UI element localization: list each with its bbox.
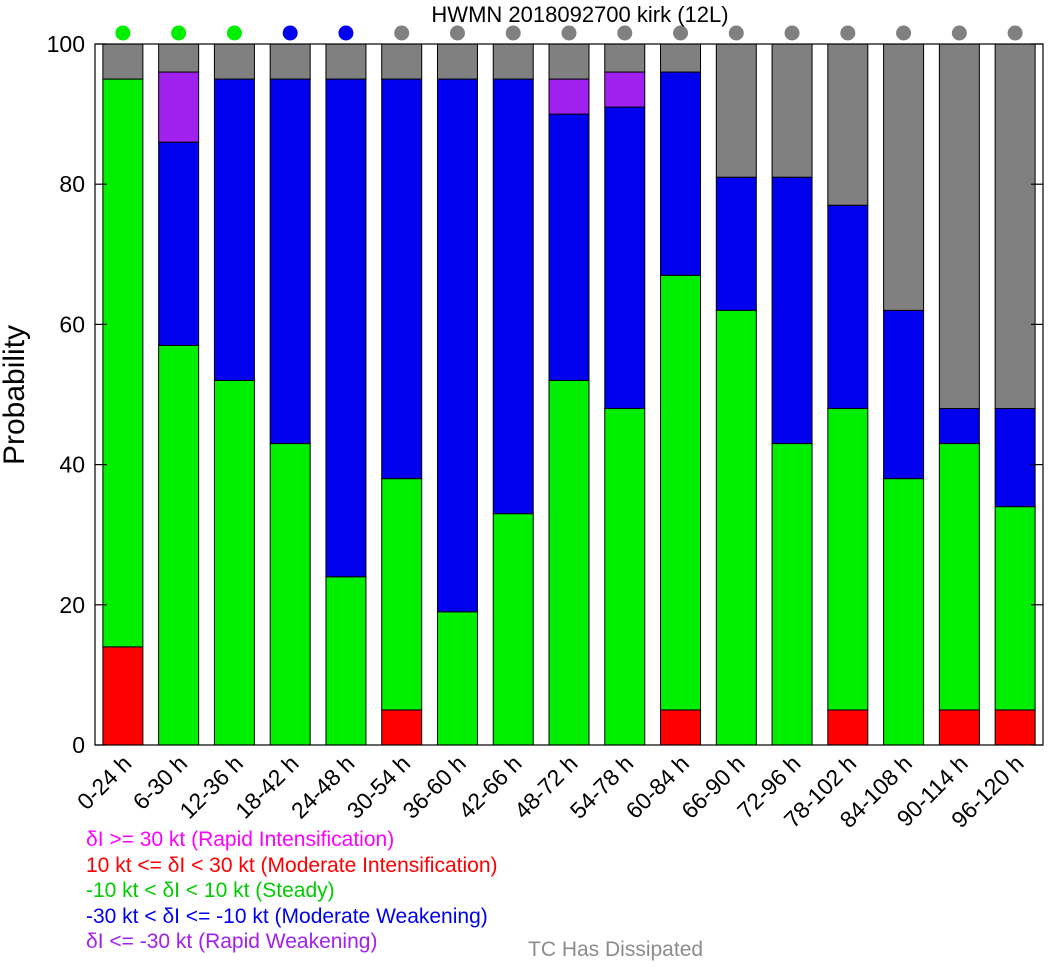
bar-segment-rapid-intensification: [604, 71, 646, 108]
bar-segment-steady: [325, 576, 367, 746]
top-marker: [226, 25, 242, 41]
bar-segment-steady: [102, 78, 144, 648]
bar-segment-moderate-weakening: [158, 141, 200, 346]
bar-segment-moderate-weakening: [381, 78, 423, 480]
bar-segment-tc-dissipated: [715, 43, 757, 178]
y-axis-label: Probability: [0, 325, 31, 465]
bar-segment-moderate-weakening: [548, 113, 590, 381]
bar-segment-moderate-intensification: [660, 709, 702, 746]
bar-segment-moderate-weakening: [883, 309, 925, 480]
bar-segment-tc-dissipated: [938, 43, 980, 410]
bar-segment-tc-dissipated: [269, 43, 311, 80]
bar-layer: 0-24 h6-30 h12-36 h18-42 h24-48 h30-54 h…: [72, 43, 1036, 833]
bar-segment-steady: [994, 506, 1036, 711]
bar-segment-tc-dissipated: [660, 43, 702, 73]
bar-segment-moderate-intensification: [938, 709, 980, 746]
bar-segment-steady: [938, 443, 980, 711]
bar-segment-rapid-intensification: [158, 71, 200, 143]
bar-segment-steady: [660, 274, 702, 711]
y-tick-label: 60: [59, 311, 85, 337]
bar-segment-moderate-weakening: [938, 408, 980, 445]
top-marker: [896, 25, 912, 41]
bar-segment-moderate-weakening: [325, 78, 367, 578]
top-marker: [115, 25, 131, 41]
bar-segment-moderate-weakening: [994, 408, 1036, 508]
top-marker-layer: [115, 25, 1023, 41]
bar-segment-moderate-weakening: [771, 176, 813, 445]
bar-segment-tc-dissipated: [102, 43, 144, 80]
bar-segment-moderate-intensification: [381, 709, 423, 746]
legend-item-steady: -10 kt < δI < 10 kt (Steady): [86, 879, 335, 902]
bar-segment-steady: [269, 443, 311, 746]
top-marker: [394, 25, 410, 41]
legend-item-rapid-weakening: δI <= -30 kt (Rapid Weakening): [86, 930, 378, 953]
bar-segment-moderate-weakening: [269, 78, 311, 445]
bar-segment-moderate-weakening: [604, 106, 646, 410]
y-tick-label: 20: [59, 592, 85, 618]
top-marker: [171, 25, 187, 41]
bar-segment-tc-dissipated: [994, 43, 1036, 410]
top-marker: [951, 25, 967, 41]
bar-segment-moderate-intensification: [994, 709, 1036, 746]
bar-segment-moderate-weakening: [827, 204, 869, 410]
top-marker: [282, 25, 298, 41]
bar-segment-steady: [213, 379, 255, 746]
bar-segment-moderate-intensification: [102, 646, 144, 746]
bar-segment-tc-dissipated: [325, 43, 367, 80]
top-marker: [561, 25, 577, 41]
plot-frame: [94, 43, 1044, 746]
top-marker: [617, 25, 633, 41]
bar-segment-moderate-weakening: [213, 78, 255, 381]
top-marker: [784, 25, 800, 41]
bar-segment-steady: [158, 344, 200, 746]
x-tick-label: 0-24 h: [72, 750, 137, 815]
y-tick-label: 80: [59, 171, 85, 197]
bar-segment-moderate-weakening: [436, 78, 478, 613]
bar-segment-tc-dissipated: [436, 43, 478, 80]
top-marker: [840, 25, 856, 41]
bar-segment-steady: [883, 478, 925, 746]
axes: 0 20 40 60 80 100: [47, 31, 1044, 758]
bar-segment-tc-dissipated: [381, 43, 423, 80]
top-marker: [673, 25, 689, 41]
bar-segment-steady: [827, 408, 869, 711]
legend: δI >= 30 kt (Rapid Intensification) 10 k…: [86, 827, 498, 955]
top-marker: [505, 25, 521, 41]
bar-segment-tc-dissipated: [604, 43, 646, 73]
top-marker: [728, 25, 744, 41]
bar-segment-steady: [381, 478, 423, 711]
bar-segment-moderate-weakening: [715, 176, 757, 311]
y-tick-label: 100: [47, 31, 85, 57]
bar-segment-tc-dissipated: [213, 43, 255, 80]
bar-segment-steady: [715, 309, 757, 746]
bar-segment-steady: [604, 408, 646, 746]
bar-segment-rapid-intensification: [548, 78, 590, 115]
bar-segment-tc-dissipated: [548, 43, 590, 80]
bar-segment-moderate-weakening: [492, 78, 534, 515]
legend-item-moderate-intensification: 10 kt <= δI < 30 kt (Moderate Intensific…: [86, 853, 498, 877]
bar-segment-steady: [548, 379, 590, 746]
legend-item-rapid-intensification: δI >= 30 kt (Rapid Intensification): [86, 828, 395, 851]
bar-segment-tc-dissipated: [492, 43, 534, 80]
bar-segment-tc-dissipated: [883, 43, 925, 311]
bar-segment-tc-dissipated: [771, 43, 813, 178]
bar-segment-moderate-weakening: [660, 71, 702, 276]
y-tick-label: 0: [72, 732, 85, 758]
bar-segment-steady: [436, 611, 478, 746]
bar-segment-tc-dissipated: [158, 43, 200, 73]
y-tick-label: 40: [59, 452, 85, 478]
top-marker: [338, 25, 354, 41]
top-marker: [1007, 25, 1023, 41]
legend-item-tc-dissipated: TC Has Dissipated: [528, 938, 704, 961]
chart-title: HWMN 2018092700 kirk (12L): [431, 2, 728, 27]
top-marker: [449, 25, 465, 41]
bar-segment-tc-dissipated: [827, 43, 869, 206]
bar-segment-moderate-intensification: [827, 709, 869, 746]
legend-item-moderate-weakening: -30 kt < δI <= -10 kt (Moderate Weakenin…: [86, 904, 488, 928]
bar-segment-steady: [492, 513, 534, 746]
bar-segment-steady: [771, 443, 813, 746]
